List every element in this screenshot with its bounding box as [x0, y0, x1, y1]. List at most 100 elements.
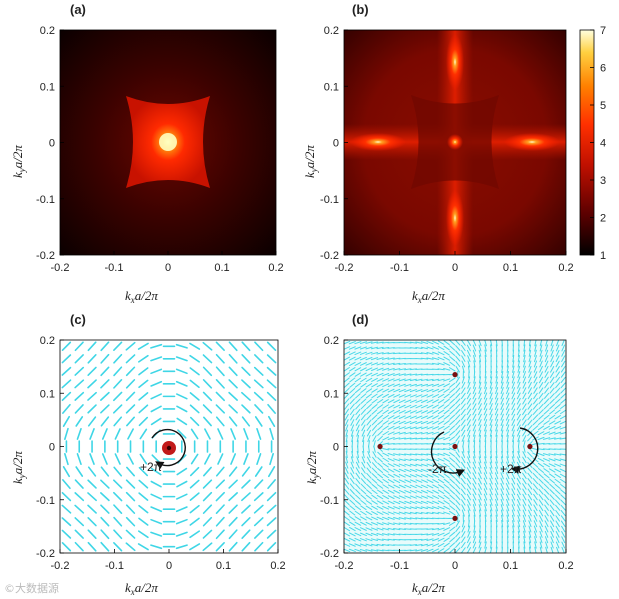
field-segment — [472, 413, 477, 421]
field-segment — [371, 362, 379, 366]
field-segment — [466, 340, 471, 346]
field-segment — [500, 419, 504, 427]
field-segment — [382, 478, 389, 484]
field-segment — [421, 399, 428, 403]
field-segment — [356, 424, 360, 432]
field-segment — [500, 472, 504, 480]
field-segment — [437, 463, 445, 468]
field-segment — [522, 514, 526, 522]
ytick-label: 0 — [49, 442, 55, 454]
field-segment — [560, 393, 566, 399]
field-segment — [494, 477, 499, 485]
field-segment — [490, 541, 493, 549]
field-segment — [484, 456, 487, 464]
field-segment — [523, 349, 526, 357]
field-segment — [473, 360, 476, 368]
field-segment — [387, 378, 395, 382]
field-segment — [365, 346, 373, 350]
field-segment — [555, 541, 560, 549]
field-segment — [544, 392, 550, 399]
field-segment — [511, 504, 515, 512]
field-segment — [432, 340, 439, 345]
field-segment — [466, 349, 471, 357]
field-segment — [215, 541, 225, 552]
field-segment — [549, 371, 555, 378]
field-segment — [202, 529, 213, 539]
field-segment — [100, 366, 110, 377]
field-segment — [421, 410, 428, 414]
field-segment — [415, 500, 423, 504]
field-segment — [549, 376, 555, 384]
field-segment — [409, 463, 417, 467]
field-segment — [506, 360, 509, 368]
field-segment — [449, 467, 456, 474]
field-segment — [100, 516, 110, 527]
field-segment — [437, 522, 445, 525]
field-segment — [241, 516, 251, 527]
field-segment — [483, 419, 488, 427]
field-segment — [360, 527, 367, 531]
field-segment — [455, 414, 461, 421]
field-segment — [522, 371, 526, 379]
field-segment — [532, 467, 539, 474]
field-segment — [489, 472, 493, 480]
field-segment — [478, 493, 482, 501]
field-segment — [377, 462, 383, 468]
field-segment — [449, 462, 456, 468]
field-segment — [241, 479, 251, 489]
field-segment — [426, 506, 434, 510]
field-segment — [511, 456, 515, 464]
field-segment — [489, 429, 493, 437]
xtick-label: 0 — [452, 560, 458, 572]
field-segment — [490, 370, 493, 379]
field-segment — [61, 391, 72, 402]
field-segment — [344, 494, 350, 500]
field-segment — [372, 435, 377, 442]
field-segment — [468, 440, 470, 448]
field-segment — [483, 477, 488, 485]
field-segment — [377, 435, 383, 442]
field-segment — [393, 368, 401, 371]
field-segment — [253, 366, 264, 376]
field-segment — [478, 354, 482, 363]
field-segment — [550, 520, 555, 528]
field-segment — [377, 409, 384, 415]
field-segment — [366, 467, 372, 474]
field-segment — [100, 404, 110, 414]
field-segment — [483, 498, 488, 506]
field-segment — [74, 391, 85, 401]
field-segment — [354, 372, 362, 377]
field-segment — [560, 366, 566, 373]
field-segment — [549, 478, 556, 484]
field-segment — [348, 548, 356, 552]
field-segment — [511, 424, 515, 432]
field-segment — [449, 414, 456, 420]
field-segment — [138, 479, 149, 489]
field-segment — [348, 341, 356, 345]
field-segment — [484, 429, 487, 437]
field-segment — [415, 341, 423, 344]
field-segment — [150, 518, 163, 525]
field-segment — [204, 428, 211, 440]
field-segment — [409, 378, 417, 382]
field-segment — [516, 413, 521, 421]
field-segment — [387, 357, 395, 360]
field-segment — [538, 409, 544, 415]
field-segment — [426, 484, 434, 489]
field-segment — [382, 373, 390, 377]
field-segment — [344, 403, 350, 410]
field-segment — [554, 409, 561, 415]
field-segment — [376, 484, 384, 489]
field-segment — [344, 382, 350, 388]
field-segment — [544, 355, 549, 363]
field-segment — [517, 456, 521, 464]
field-segment — [360, 398, 367, 404]
field-segment — [228, 391, 238, 401]
field-segment — [89, 453, 95, 465]
field-segment — [560, 387, 566, 394]
field-segment — [461, 536, 466, 543]
field-segment — [443, 436, 451, 441]
field-segment — [466, 413, 472, 421]
field-segment — [254, 416, 263, 427]
